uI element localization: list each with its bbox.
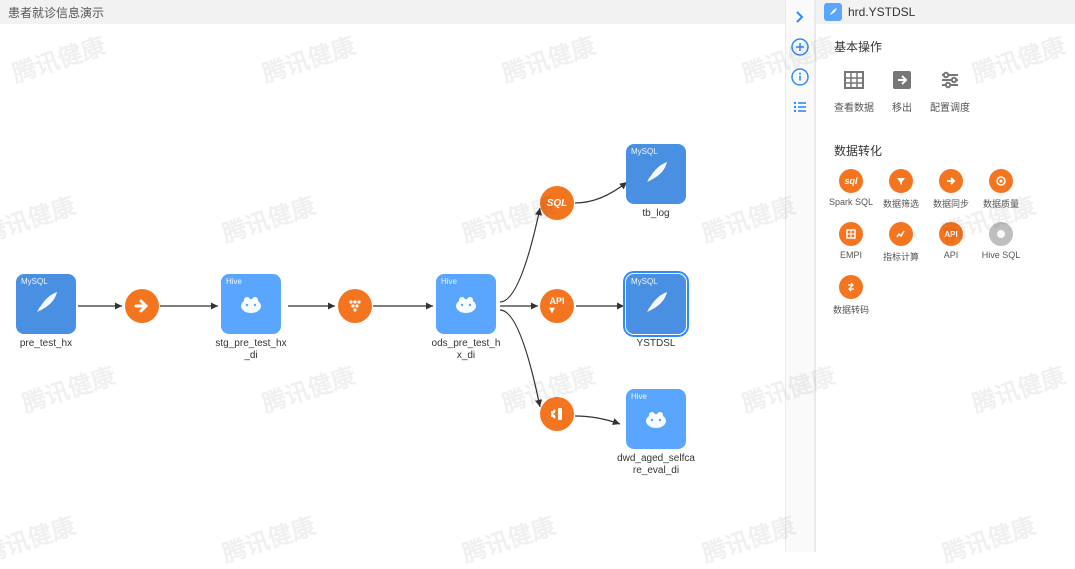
mysql-icon	[639, 286, 673, 323]
right-rail	[785, 0, 815, 552]
node-box[interactable]: Hive	[626, 389, 686, 449]
node-type-label: Hive	[226, 277, 242, 286]
sync-icon	[939, 169, 963, 193]
panel-header-label: hrd.YSTDSL	[848, 5, 915, 19]
filter-icon	[889, 169, 913, 193]
node-label: tb_log	[620, 208, 692, 220]
transform-label: API	[926, 250, 976, 260]
sql-icon: sql	[839, 169, 863, 193]
transforms-grid: sqlSpark SQL数据筛选数据同步数据质量EMPI指标计算APIAPIHi…	[816, 167, 1075, 326]
transform-label: 数据同步	[926, 197, 976, 210]
export-icon	[887, 65, 917, 95]
node-box[interactable]: MySQL	[626, 144, 686, 204]
node-label: stg_pre_test_hx_di	[215, 338, 287, 361]
flow-op-arrow[interactable]	[125, 289, 159, 323]
node-box[interactable]: Hive	[221, 274, 281, 334]
transform-filter[interactable]: 数据筛选	[876, 169, 926, 210]
flow-op-dots[interactable]	[338, 289, 372, 323]
transform-sql[interactable]: sql Spark SQL	[826, 169, 876, 210]
transform-metric[interactable]: 指标计算	[876, 222, 926, 263]
op-label: 移出	[878, 99, 926, 114]
hive-icon	[234, 286, 268, 323]
node-type-label: Hive	[631, 392, 647, 401]
hive-icon	[449, 286, 483, 323]
canvas-area[interactable]: MySQLpre_test_hxHivestg_pre_test_hx_diHi…	[0, 24, 815, 552]
node-type-label: MySQL	[631, 147, 658, 156]
node-type-label: MySQL	[631, 277, 658, 286]
flow-node-dwd_aged_selfcare_eval_di[interactable]: Hive dwd_aged_selfcare_eval_di	[612, 389, 700, 476]
op-label: 配置调度	[926, 99, 974, 114]
node-type-label: Hive	[441, 277, 457, 286]
transform-label: EMPI	[826, 250, 876, 260]
info-icon[interactable]	[789, 66, 811, 88]
flow-node-ods_pre_test_hx_di[interactable]: Hive ods_pre_test_hx_di	[430, 274, 502, 361]
list-icon[interactable]	[789, 96, 811, 118]
transform-label: 数据筛选	[876, 197, 926, 210]
flow-node-stg_pre_test_hx_di[interactable]: Hive stg_pre_test_hx_di	[215, 274, 287, 361]
transform-quality[interactable]: 数据质量	[976, 169, 1026, 210]
chevron-right-icon[interactable]	[789, 6, 811, 28]
node-box[interactable]: Hive	[436, 274, 496, 334]
transform-label: Spark SQL	[826, 197, 876, 207]
transform-empi[interactable]: EMPI	[826, 222, 876, 263]
api-icon: API	[939, 222, 963, 246]
grid-icon	[839, 65, 869, 95]
node-box[interactable]: MySQL	[626, 274, 686, 334]
transform-label: 指标计算	[876, 250, 926, 263]
transform-label: 数据转码	[826, 303, 876, 316]
transform-api[interactable]: API API	[926, 222, 976, 263]
basic-op-grid[interactable]: 查看数据	[830, 65, 878, 114]
flow-op-bars[interactable]	[540, 397, 574, 431]
node-label: dwd_aged_selfcare_eval_di	[616, 453, 696, 476]
node-box[interactable]: MySQL	[16, 274, 76, 334]
node-label: YSTDSL	[620, 338, 692, 350]
flow-node-pre_test_hx[interactable]: MySQL pre_test_hx	[10, 274, 82, 350]
op-label: 查看数据	[830, 99, 878, 114]
node-type-label: MySQL	[21, 277, 48, 286]
node-label: pre_test_hx	[10, 338, 82, 350]
node-label: ods_pre_test_hx_di	[430, 338, 502, 361]
flow-op-sql[interactable]: SQL	[540, 186, 574, 220]
flow-node-YSTDSL[interactable]: MySQL YSTDSL	[620, 274, 692, 350]
transform-hive[interactable]: Hive SQL	[976, 222, 1026, 263]
transform-label: Hive SQL	[976, 250, 1026, 260]
empi-icon	[839, 222, 863, 246]
add-icon[interactable]	[789, 36, 811, 58]
transform-label: 数据质量	[976, 197, 1026, 210]
transform-sync[interactable]: 数据同步	[926, 169, 976, 210]
quality-icon	[989, 169, 1013, 193]
flow-op-api[interactable]: API▾	[540, 289, 574, 323]
flow-node-tb_log[interactable]: MySQL tb_log	[620, 144, 692, 220]
basic-op-export[interactable]: 移出	[878, 65, 926, 114]
metric-icon	[889, 222, 913, 246]
node-type-chip-icon	[824, 3, 842, 21]
panel-header: hrd.YSTDSL	[816, 0, 1075, 24]
sliders-icon	[935, 65, 965, 95]
mysql-icon	[639, 156, 673, 193]
basic-ops-title: 基本操作	[816, 24, 1075, 63]
transform-transcode[interactable]: 数据转码	[826, 275, 876, 316]
right-panel: hrd.YSTDSL 基本操作 查看数据移出配置调度 数据转化 sql Spark…	[815, 0, 1075, 552]
hive-icon	[989, 222, 1013, 246]
transforms-title: 数据转化	[816, 128, 1075, 167]
basic-op-sliders[interactable]: 配置调度	[926, 65, 974, 114]
transcode-icon	[839, 275, 863, 299]
mysql-icon	[29, 286, 63, 323]
hive-icon	[639, 401, 673, 438]
basic-ops-grid: 查看数据移出配置调度	[816, 63, 1075, 128]
